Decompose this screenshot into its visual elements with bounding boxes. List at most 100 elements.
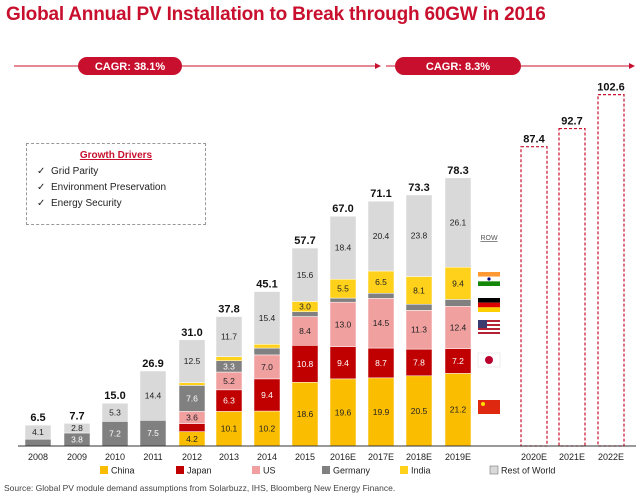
legend-swatch: [252, 466, 260, 474]
growth-driver-item: ✓ Environment Preservation: [37, 182, 205, 193]
segment-value-label: 21.2: [450, 405, 467, 415]
cagr-pill: [395, 57, 521, 75]
bar-segment-us: [405, 310, 433, 350]
bar-segment-china: [329, 378, 357, 447]
legend-label: China: [111, 466, 135, 476]
bar-segment-japan: [367, 347, 395, 379]
bar-segment-rest-of-world: [405, 194, 433, 277]
segment-value-label: 10.1: [221, 424, 238, 434]
segment-value-label: 3.8: [71, 434, 83, 444]
growth-driver-label: Environment Preservation: [51, 182, 167, 193]
bar-segment-germany: [405, 303, 433, 311]
row-label: ROW: [480, 235, 498, 242]
pv-installation-chart: CAGR: 38.1% CAGR: 8.3% 4.1 6.5 3.82.87.7 7.2…: [14, 57, 636, 476]
bar-segment-germany: [444, 299, 472, 307]
bar-segment-germany: [367, 293, 395, 299]
segment-value-label: 3.6: [186, 413, 198, 423]
segment-value-label: 20.5: [411, 406, 428, 416]
total-value-label: 15.0: [104, 390, 125, 402]
segment-value-label: 5.2: [223, 376, 235, 386]
legend: China Japan US Germany India Rest of World: [100, 466, 555, 476]
legend-swatch: [322, 466, 330, 474]
segment-value-label: 12.5: [184, 356, 201, 366]
bar-segment-china: [291, 382, 319, 447]
total-value-label: 6.5: [30, 412, 45, 424]
bar-segment-rest-of-world: [367, 200, 395, 272]
total-value-label: 26.9: [142, 358, 163, 370]
legend-label: India: [411, 466, 431, 476]
forecast-bar-outline: [558, 127, 586, 447]
total-value-label: 57.7: [294, 235, 315, 247]
segment-value-label: 5.5: [337, 284, 349, 294]
bar-segment-china: [444, 373, 472, 447]
x-tick-label: 2017E: [368, 452, 394, 462]
check-icon: ✓: [37, 182, 46, 193]
bar-segment-japan: [444, 348, 472, 374]
x-tick-label: 2009: [67, 452, 87, 462]
growth-driver-item: ✓ Energy Security: [37, 198, 205, 209]
x-tick-label: 2022E: [598, 452, 624, 462]
total-value-label: 67.0: [332, 203, 353, 215]
segment-value-label: 26.1: [450, 218, 467, 228]
segment-value-label: 14.5: [373, 318, 390, 328]
segment-value-label: 4.1: [32, 427, 44, 437]
total-value-label: 37.8: [218, 304, 239, 316]
legend-label: Rest of World: [501, 466, 555, 476]
bar-segment-india: [215, 356, 243, 361]
total-value-label: 92.7: [561, 116, 582, 128]
bar-segment-rest-of-world: [24, 424, 52, 440]
legend-label: Germany: [333, 466, 371, 476]
segment-value-label: 3.0: [299, 302, 311, 312]
segment-value-label: 7.5: [147, 428, 159, 438]
bar-segment-rest-of-world: [178, 339, 206, 383]
legend-swatch: [176, 466, 184, 474]
segment-value-label: 15.4: [259, 313, 276, 323]
growth-driver-item: ✓ Grid Parity: [37, 166, 205, 177]
growth-driver-label: Energy Security: [51, 198, 122, 209]
bar-segment-japan: [178, 423, 206, 432]
check-icon: ✓: [37, 166, 46, 177]
bar-segment-japan: [291, 345, 319, 383]
japan-flag-icon: [477, 352, 501, 368]
forecast-bar-outline: [597, 94, 625, 447]
legend-label: US: [263, 466, 276, 476]
bar-segment-germany: [329, 297, 357, 303]
segment-value-label: 7.2: [109, 429, 121, 439]
bar-segment-india: [405, 276, 433, 305]
segment-value-label: 5.3: [109, 407, 121, 417]
segment-value-label: 23.8: [411, 231, 428, 241]
bar-segment-rest-of-world: [101, 402, 129, 422]
chart-title: Global Annual PV Installation to Break t…: [6, 4, 546, 25]
segment-value-label: 7.8: [413, 357, 425, 367]
cagr-label: CAGR: 38.1%: [95, 61, 166, 73]
china-flag-icon: [478, 400, 500, 414]
cagr-pill: [78, 57, 182, 75]
x-tick-label: 2010: [105, 452, 125, 462]
segment-value-label: 8.1: [413, 285, 425, 295]
segment-value-label: 11.7: [221, 332, 237, 342]
segment-value-label: 9.4: [261, 390, 273, 400]
total-value-label: 87.4: [523, 134, 545, 146]
segment-value-label: 7.2: [452, 356, 464, 366]
bar-segment-rest-of-world: [215, 316, 243, 357]
bar-segment-india: [444, 266, 472, 300]
legend-swatch: [400, 466, 408, 474]
india-flag-icon: [478, 272, 500, 286]
segment-value-label: 9.4: [337, 358, 349, 368]
forecast-bar-outline: [520, 146, 548, 447]
segment-value-label: 8.4: [299, 326, 311, 336]
total-value-label: 78.3: [447, 165, 468, 177]
x-tick-label: 2014: [257, 452, 277, 462]
bar-segment-germany: [253, 347, 281, 356]
cagr-annotations: CAGR: 38.1% CAGR: 8.3%: [14, 57, 635, 75]
segment-value-label: 11.3: [411, 325, 427, 335]
growth-drivers-title: Growth Drivers: [79, 150, 153, 161]
segment-value-label: 12.4: [450, 323, 467, 333]
segment-value-label: 9.4: [452, 278, 464, 288]
x-tick-label: 2018E: [406, 452, 432, 462]
bar-segment-china: [215, 411, 243, 447]
cagr-label: CAGR: 8.3%: [426, 61, 490, 73]
total-value-label: 102.6: [597, 82, 625, 94]
total-value-label: 31.0: [181, 327, 202, 339]
bar-segment-rest-of-world: [139, 370, 167, 421]
